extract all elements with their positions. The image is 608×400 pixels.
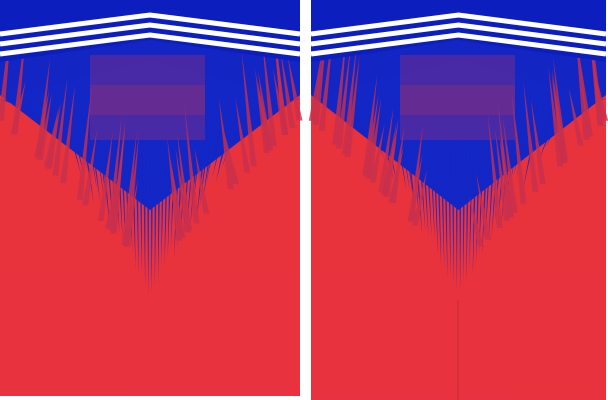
white-stripe (0, 32, 301, 57)
panel-left (0, 0, 303, 396)
fade-overlay (0, 0, 300, 396)
white-stripe (310, 22, 607, 47)
white-stripe (310, 12, 607, 37)
white-stripe (0, 22, 301, 47)
panel-right (308, 0, 608, 400)
white-stripe (310, 32, 607, 57)
white-stripe (0, 12, 301, 37)
